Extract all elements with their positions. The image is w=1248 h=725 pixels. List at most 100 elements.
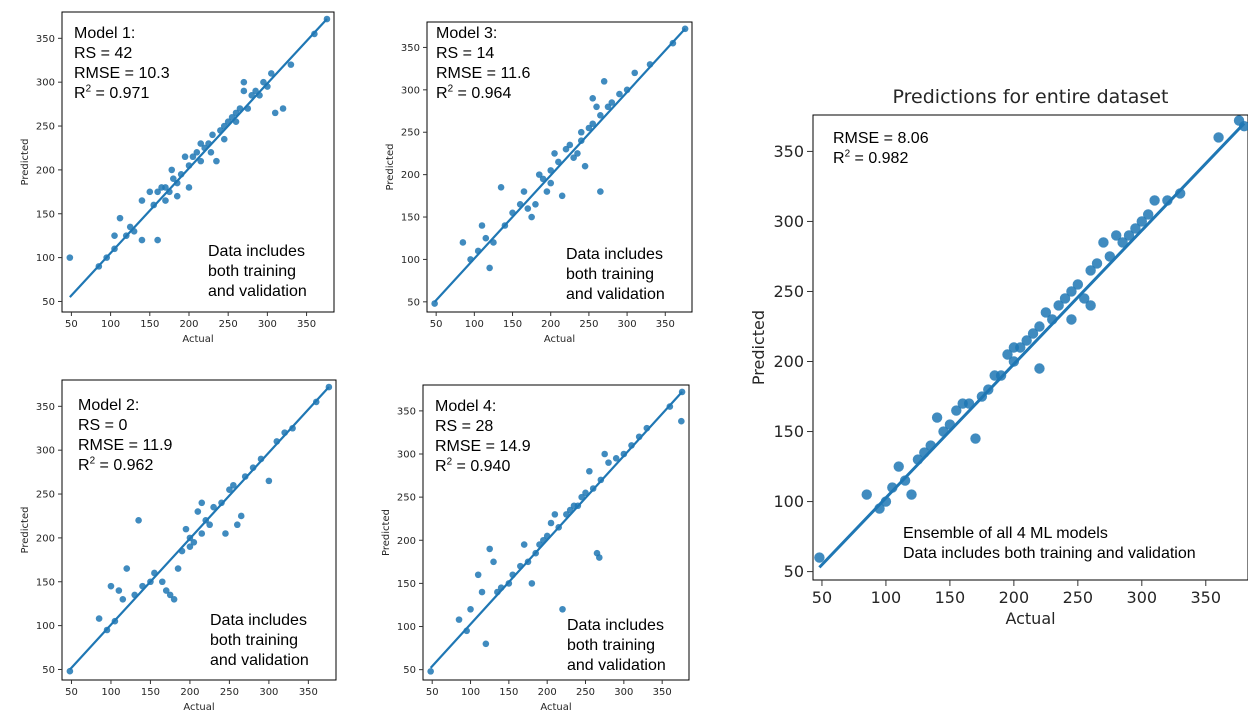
x-tick-label: 300 — [1127, 588, 1158, 607]
data-point — [193, 149, 201, 156]
stats-annotation-line: RMSE = 10.3 — [74, 65, 170, 82]
y-tick-label: 150 — [773, 422, 804, 441]
data-point — [1066, 314, 1077, 325]
data-point — [1059, 293, 1071, 304]
data-point — [207, 149, 215, 156]
data-note-line: Data includes — [567, 617, 664, 634]
data-point — [608, 99, 616, 106]
data-point — [66, 667, 74, 675]
data-point — [1085, 300, 1096, 311]
data-point — [252, 87, 259, 95]
x-tick-label: 350 — [297, 319, 316, 330]
x-tick-label: 100 — [101, 319, 120, 330]
data-point — [589, 95, 597, 102]
data-point — [497, 184, 505, 191]
data-point — [596, 554, 603, 561]
data-point — [265, 477, 273, 485]
plot-frame — [61, 379, 337, 681]
y-tick-label: 50 — [784, 562, 804, 581]
data-note-line: and validation — [566, 286, 665, 303]
data-point — [678, 417, 685, 425]
data-point — [209, 131, 216, 139]
data-point — [551, 150, 558, 157]
data-point — [166, 591, 174, 599]
chart-title: Predictions for entire dataset — [893, 86, 1169, 108]
y-tick-label: 50 — [407, 297, 420, 308]
x-tick-label: 250 — [579, 319, 598, 330]
data-point — [558, 192, 566, 200]
stats-annotation-line: RS = 0 — [78, 417, 127, 434]
x-tick-label: 200 — [179, 319, 198, 330]
data-point — [197, 140, 205, 147]
data-note-line: Data includes — [566, 246, 663, 263]
stats-annotation-line: R2 = 0.971 — [74, 84, 149, 102]
data-point — [478, 588, 486, 596]
x-axis-label: Actual — [1005, 609, 1055, 628]
data-point — [581, 162, 589, 170]
data-point — [115, 587, 123, 594]
data-point — [189, 153, 197, 161]
data-point — [562, 145, 570, 153]
data-point — [1021, 335, 1032, 346]
x-tick-label: 150 — [935, 588, 966, 607]
data-point — [528, 213, 535, 221]
data-point — [535, 171, 543, 178]
chart-model3: 50 100 150 200 250 300 350 50 100 150 200 250 300 350… — [385, 21, 693, 345]
data-point — [95, 615, 103, 622]
stats-annotation-line: Model 4: — [435, 398, 496, 415]
x-tick-label: 300 — [259, 687, 278, 698]
y-tick-label: 50 — [403, 665, 416, 676]
data-point — [1085, 265, 1096, 276]
data-point — [182, 525, 190, 533]
data-point — [170, 175, 177, 182]
stats-annotation-line: RMSE = 8.06 — [833, 130, 929, 147]
data-point — [427, 668, 434, 675]
data-point — [1213, 132, 1224, 143]
data-point — [190, 538, 198, 546]
data-point — [586, 467, 593, 475]
y-tick-label: 150 — [401, 213, 420, 224]
data-point — [486, 264, 493, 272]
data-point — [455, 616, 463, 623]
data-point — [482, 234, 490, 242]
data-point — [600, 78, 608, 85]
data-point — [111, 232, 118, 239]
data-point — [486, 545, 493, 553]
data-point — [951, 405, 962, 416]
stats-annotation-line: Model 1: — [74, 25, 135, 42]
data-point — [174, 565, 182, 572]
data-point — [524, 205, 532, 212]
data-point — [597, 188, 604, 195]
data-point — [1008, 356, 1020, 367]
data-point — [577, 128, 585, 136]
x-tick-label: 150 — [140, 319, 159, 330]
y-tick-label: 50 — [42, 665, 55, 676]
data-point — [1098, 237, 1109, 248]
data-point — [146, 188, 154, 196]
y-tick-label: 300 — [773, 212, 804, 231]
x-tick-label: 300 — [258, 319, 277, 330]
data-note-line: both training — [208, 263, 296, 280]
data-point — [181, 153, 189, 161]
data-point — [119, 595, 127, 603]
data-point — [631, 69, 639, 77]
data-point — [482, 640, 490, 648]
data-note-line: and validation — [210, 652, 309, 669]
data-point — [198, 530, 206, 537]
data-note-line: Data includes — [208, 243, 305, 260]
data-point — [1034, 363, 1045, 374]
data-point — [220, 135, 228, 143]
data-point — [574, 150, 581, 157]
plot-frame — [812, 114, 1248, 581]
data-point — [1034, 321, 1045, 332]
data-point — [899, 475, 911, 486]
y-tick-label: 100 — [401, 255, 420, 266]
plot-frame — [422, 384, 690, 681]
x-tick-label: 300 — [618, 319, 637, 330]
data-point — [116, 214, 124, 222]
y-tick-label: 200 — [401, 170, 420, 181]
x-tick-label: 50 — [65, 319, 78, 330]
data-point — [520, 188, 528, 195]
data-point — [173, 192, 181, 200]
